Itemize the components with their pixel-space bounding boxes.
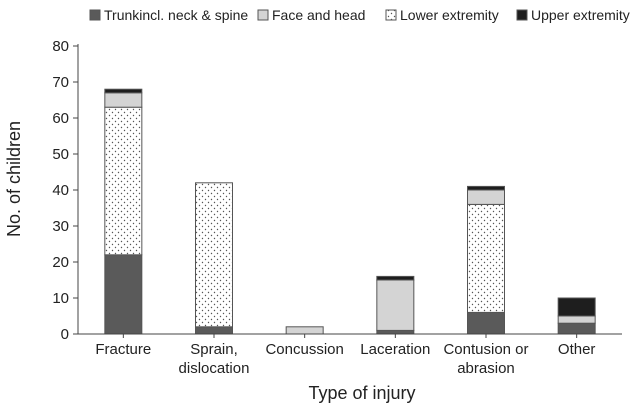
y-tick-label: 60 (52, 110, 69, 127)
y-tick-label: 20 (52, 254, 69, 271)
y-axis: 0 10 20 30 40 50 60 70 80 (52, 38, 79, 343)
x-tick-label: Sprain, (190, 341, 238, 358)
bar-segment (104, 106, 143, 256)
bar-segment (467, 189, 505, 205)
bar-segment (195, 326, 233, 335)
bar-segment (376, 329, 415, 335)
legend-swatch (89, 9, 101, 21)
bar-segment (104, 92, 143, 108)
legend-swatch (516, 9, 528, 21)
bar-segment (467, 185, 505, 191)
bar-segment (557, 315, 596, 324)
y-tick-label: 70 (52, 74, 69, 91)
legend-label: Trunkincl. neck & spine (104, 7, 248, 23)
x-axis-title: Type of injury (308, 383, 415, 403)
legend-swatch (257, 9, 269, 21)
legend-swatch (385, 9, 397, 21)
y-tick-label: 50 (52, 146, 69, 163)
y-tick-label: 30 (52, 218, 69, 235)
x-tick-label: Other (558, 341, 596, 358)
bar-segment (467, 311, 505, 335)
y-tick-label: 80 (52, 38, 69, 55)
x-tick-label: abrasion (457, 360, 515, 377)
legend-label: Lower extremity (400, 7, 499, 23)
y-axis-title: No. of children (4, 121, 24, 237)
y-tick-label: 10 (52, 290, 69, 307)
bar-segment (557, 297, 596, 317)
legend: Trunkincl. neck & spine Face and head Lowe… (89, 7, 630, 23)
bars (104, 88, 596, 335)
x-tick-label: Contusion or (443, 341, 528, 358)
bar-segment (467, 203, 505, 313)
bar-segment (376, 275, 415, 281)
bar-segment (195, 182, 233, 328)
bar-segment (285, 326, 324, 335)
legend-label: Upper extremity (531, 7, 630, 23)
bar-segment (104, 88, 143, 94)
bar-segment (376, 279, 415, 331)
bar-segment (104, 254, 143, 335)
y-tick-label: 40 (52, 182, 69, 199)
x-tick-label: Laceration (360, 341, 430, 358)
y-tick-label: 0 (61, 326, 69, 343)
legend-label: Face and head (272, 7, 365, 23)
bar-segment (557, 322, 596, 335)
x-tick-label: Fracture (95, 341, 151, 358)
x-tick-label: Concussion (265, 341, 343, 358)
x-tick-label: dislocation (179, 360, 250, 377)
x-axis: Fracture Sprain, dislocation Concussion Lace… (78, 333, 622, 377)
